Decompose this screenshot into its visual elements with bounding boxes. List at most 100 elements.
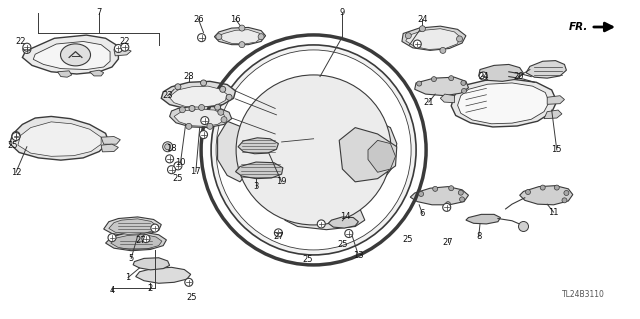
Circle shape: [417, 81, 422, 86]
Circle shape: [431, 77, 436, 82]
Circle shape: [419, 26, 426, 32]
Circle shape: [12, 131, 20, 140]
Circle shape: [185, 278, 193, 286]
Circle shape: [239, 25, 245, 31]
Text: 12: 12: [11, 168, 21, 177]
Circle shape: [226, 94, 232, 100]
Polygon shape: [458, 83, 549, 124]
Circle shape: [163, 142, 173, 152]
Circle shape: [175, 84, 181, 90]
Polygon shape: [90, 70, 104, 76]
Circle shape: [518, 221, 529, 232]
Text: TL24B3110: TL24B3110: [562, 290, 605, 299]
Text: 8: 8: [476, 232, 481, 241]
Polygon shape: [214, 27, 266, 45]
Circle shape: [23, 43, 31, 51]
Polygon shape: [111, 234, 162, 250]
Polygon shape: [402, 26, 466, 50]
Circle shape: [198, 105, 205, 110]
Polygon shape: [466, 214, 500, 224]
Circle shape: [419, 191, 424, 197]
Circle shape: [258, 34, 264, 40]
Polygon shape: [109, 219, 157, 234]
Text: 22: 22: [120, 37, 130, 46]
Polygon shape: [547, 96, 564, 104]
Polygon shape: [479, 64, 524, 81]
Polygon shape: [328, 217, 358, 228]
Circle shape: [220, 86, 226, 92]
Circle shape: [166, 155, 173, 163]
Ellipse shape: [216, 50, 411, 250]
Text: 27: 27: [273, 232, 284, 241]
Circle shape: [151, 224, 159, 232]
Text: 10: 10: [175, 158, 186, 167]
Polygon shape: [22, 35, 118, 74]
Text: 25: 25: [302, 256, 312, 264]
Text: 2: 2: [148, 284, 153, 293]
Circle shape: [201, 116, 209, 125]
Text: 3: 3: [253, 182, 259, 191]
Circle shape: [121, 43, 129, 51]
Polygon shape: [161, 81, 236, 108]
Circle shape: [216, 34, 222, 40]
Text: 25: 25: [337, 240, 348, 249]
Circle shape: [12, 132, 20, 141]
Circle shape: [174, 162, 182, 170]
Circle shape: [275, 229, 282, 237]
Polygon shape: [133, 258, 170, 270]
Circle shape: [108, 234, 116, 242]
Circle shape: [433, 186, 438, 191]
Text: 26: 26: [193, 15, 204, 24]
Circle shape: [445, 202, 451, 207]
Circle shape: [317, 220, 325, 228]
Ellipse shape: [61, 44, 90, 66]
Circle shape: [186, 123, 192, 129]
Circle shape: [456, 36, 463, 42]
Polygon shape: [58, 71, 72, 77]
Text: 25: 25: [403, 235, 413, 244]
Circle shape: [218, 109, 224, 115]
Circle shape: [461, 80, 466, 85]
Polygon shape: [238, 138, 278, 154]
Circle shape: [540, 185, 545, 190]
Text: 25: 25: [187, 293, 197, 302]
Text: 18: 18: [166, 144, 177, 153]
Circle shape: [164, 144, 171, 150]
Polygon shape: [520, 186, 573, 205]
Circle shape: [168, 166, 175, 174]
Circle shape: [479, 72, 487, 80]
Circle shape: [198, 33, 205, 42]
Circle shape: [200, 130, 207, 139]
Circle shape: [200, 80, 207, 86]
Circle shape: [562, 198, 567, 203]
Polygon shape: [410, 187, 468, 205]
Polygon shape: [106, 232, 166, 251]
Text: 11: 11: [548, 208, 559, 217]
Circle shape: [221, 117, 227, 122]
Polygon shape: [415, 77, 468, 96]
Circle shape: [405, 33, 412, 39]
Circle shape: [115, 44, 122, 53]
Polygon shape: [170, 106, 232, 128]
Circle shape: [554, 185, 559, 190]
Text: 25: 25: [8, 141, 18, 150]
Polygon shape: [101, 137, 120, 144]
Polygon shape: [169, 86, 227, 107]
Polygon shape: [406, 29, 461, 49]
Circle shape: [142, 234, 150, 243]
Text: 9: 9: [340, 8, 345, 17]
Polygon shape: [174, 109, 225, 126]
Circle shape: [449, 186, 454, 191]
Polygon shape: [10, 116, 109, 160]
Circle shape: [214, 104, 221, 110]
Circle shape: [207, 123, 213, 129]
Circle shape: [449, 76, 454, 81]
Text: 27: 27: [136, 236, 146, 245]
Circle shape: [413, 40, 421, 48]
Polygon shape: [368, 140, 396, 172]
Circle shape: [440, 48, 446, 53]
Text: 28: 28: [184, 72, 194, 81]
Text: 16: 16: [230, 15, 241, 24]
Circle shape: [460, 197, 465, 202]
Polygon shape: [526, 61, 566, 78]
